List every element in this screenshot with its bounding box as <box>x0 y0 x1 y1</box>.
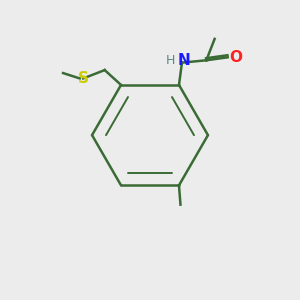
Text: O: O <box>230 50 242 65</box>
Text: S: S <box>78 71 89 86</box>
Text: H: H <box>166 54 175 68</box>
Text: N: N <box>178 53 191 68</box>
